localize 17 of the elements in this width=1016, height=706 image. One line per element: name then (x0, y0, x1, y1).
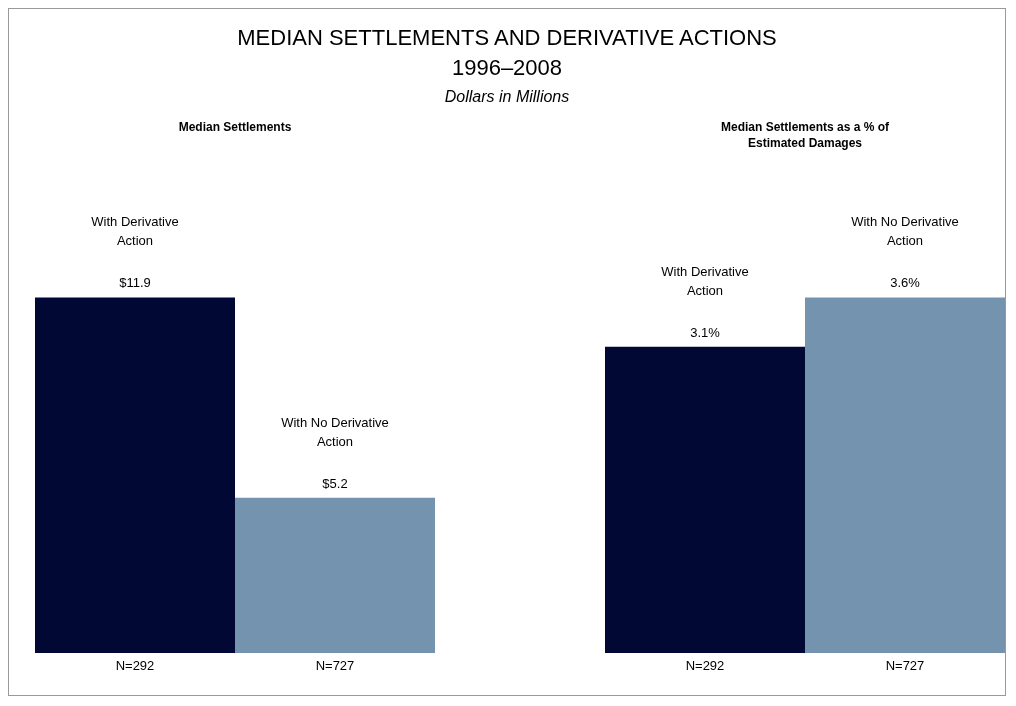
data-label: 3.6% (890, 275, 921, 291)
text: Dollars in Millions (443, 87, 571, 107)
data-label: $11.9 (119, 275, 151, 291)
x-tick-label: N=292 (115, 658, 155, 674)
text: With Derivative Action (91, 214, 179, 249)
data-label: 3.1% (690, 324, 721, 340)
annotation: With Derivative Action (661, 263, 749, 298)
annotation: With No Derivative Action (281, 414, 389, 449)
text: MEDIAN SETTLEMENTS AND DERIVATIVE ACTIONS (236, 24, 778, 52)
text: With No Derivative Action (851, 214, 959, 249)
data-label: $5.2 (322, 475, 348, 491)
x-tick-label: N=727 (885, 658, 925, 674)
chart-title: Median Settlements as a % of Estimated Damages (719, 119, 890, 152)
chart-title: Median Settlements (177, 119, 293, 136)
x-tick-label: N=292 (685, 658, 725, 674)
x-tick-label: N=727 (315, 658, 355, 674)
text: 1996–2008 (450, 54, 564, 82)
